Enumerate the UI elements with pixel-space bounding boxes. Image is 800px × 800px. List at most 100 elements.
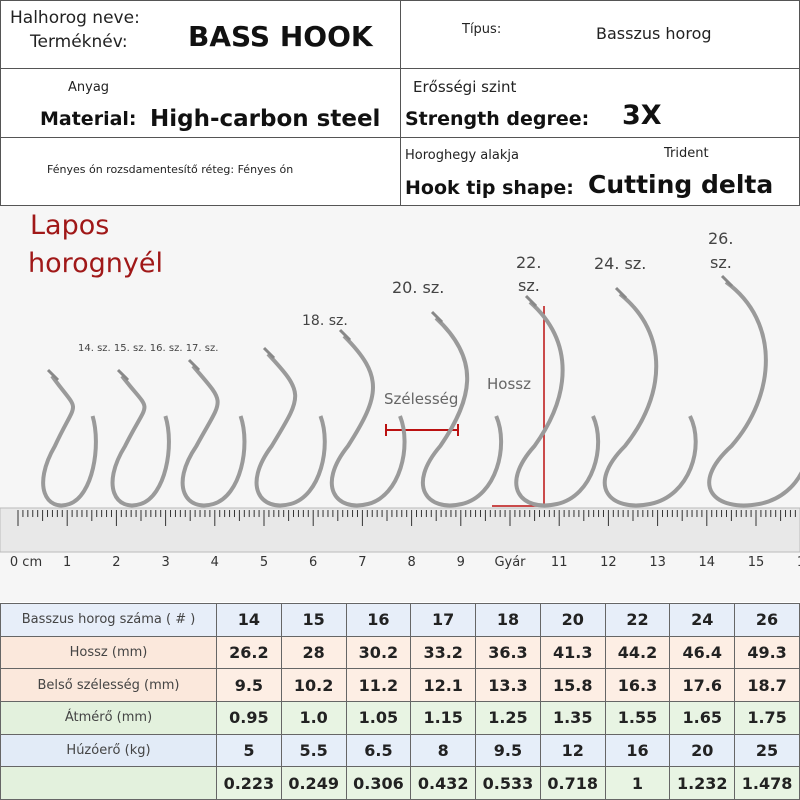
border <box>400 0 401 205</box>
table-cell: 41.3 <box>539 635 606 670</box>
row-label: Basszus horog száma ( # ) <box>0 603 217 637</box>
hook-eye <box>614 286 628 300</box>
label: Strength degree: <box>405 108 590 130</box>
label: Hossz <box>487 375 531 393</box>
hook <box>110 374 171 508</box>
label: Material: <box>40 108 137 130</box>
value: High-carbon steel <box>150 106 381 132</box>
table-cell: 20 <box>669 733 736 768</box>
ruler-label: 15 <box>748 555 765 570</box>
hook-eye <box>262 346 276 360</box>
table-cell: 1.25 <box>475 700 541 735</box>
hook <box>329 334 407 508</box>
row-label <box>0 766 217 800</box>
border <box>0 205 800 206</box>
table-cell: 9.5 <box>475 733 541 768</box>
table-cell: 15.8 <box>539 668 606 702</box>
value: 3X <box>622 100 662 131</box>
hook <box>420 316 504 508</box>
table-cell: 46.4 <box>669 635 736 670</box>
product-name: BASS HOOK <box>188 20 373 53</box>
table-cell: 0.533 <box>475 766 541 800</box>
table-cell: 1.478 <box>734 766 800 800</box>
ruler-label: 12 <box>600 555 617 570</box>
table-cell: 8 <box>410 733 477 768</box>
label: sz. <box>518 276 540 295</box>
hook-eye <box>524 294 538 308</box>
spec-table: Basszus horog száma ( # ) 14 15 16 17 18 20 22 2… <box>0 603 800 800</box>
ruler-label: 14 <box>699 555 716 570</box>
hook <box>514 300 601 508</box>
table-cell: 12 <box>539 733 606 768</box>
table-cell: 5 <box>216 733 282 768</box>
table-cell: 49.3 <box>734 635 800 670</box>
label: 14. sz. 15. sz. 16. sz. 17. sz. <box>78 343 219 354</box>
table-row: Húzóerő (kg) 5 5.5 6.5 8 9.5 12 16 20 25 <box>0 733 800 768</box>
label: 20. sz. <box>392 278 445 297</box>
ruler-label: Gyár <box>494 555 526 570</box>
hook <box>254 352 327 508</box>
table-cell: 25 <box>734 733 800 768</box>
table-cell: 36.3 <box>475 635 541 670</box>
label: 24. sz. <box>594 254 647 273</box>
table-cell: 0.306 <box>345 766 412 800</box>
hook-eye <box>187 358 201 372</box>
table-cell: 9.5 <box>216 668 282 702</box>
row-label: Húzóerő (kg) <box>0 733 217 768</box>
hook-eye <box>720 274 734 288</box>
table-cell: 5.5 <box>280 733 347 768</box>
text: Fényes ón rozsdamentesítő réteg: Fényes … <box>47 163 294 176</box>
label: horognyél <box>28 248 163 279</box>
table-cell: 16 <box>345 603 412 637</box>
label: Erősségi szint <box>413 78 517 96</box>
header-row: Basszus horog száma ( # ) 14 15 16 17 18 20 22 2… <box>0 603 800 637</box>
label: 22. <box>516 253 542 272</box>
border <box>0 0 1 205</box>
table-cell: 12.1 <box>410 668 477 702</box>
label: Hook tip shape: <box>405 177 574 199</box>
table-cell: 26 <box>734 603 800 637</box>
label: Típus: <box>462 22 502 37</box>
table-cell: 16.3 <box>604 668 671 702</box>
hook-image: 0 cm123456789Gyár111213141516 <box>0 206 800 602</box>
table-cell: 17.6 <box>669 668 736 702</box>
table-cell: 0.223 <box>216 766 282 800</box>
table-cell: 1.55 <box>604 700 671 735</box>
hook <box>41 374 98 508</box>
table-cell: 22 <box>604 603 671 637</box>
table-cell: 44.2 <box>604 635 671 670</box>
table-cell: 1.65 <box>669 700 736 735</box>
row-label: Hossz (mm) <box>0 635 217 670</box>
table-cell: 0.432 <box>410 766 477 800</box>
ruler-label: 9 <box>457 555 465 570</box>
table-cell: 15 <box>280 603 347 637</box>
label: Lapos <box>30 210 110 241</box>
label: Terméknév: <box>30 32 128 52</box>
ruler-label: 13 <box>649 555 666 570</box>
ruler-label: 11 <box>551 555 568 570</box>
ruler-label: 6 <box>309 555 317 570</box>
table-cell: 33.2 <box>410 635 477 670</box>
ruler-label: 5 <box>260 555 268 570</box>
table-cell: 14 <box>216 603 282 637</box>
label: Anyag <box>68 80 110 95</box>
table-cell: 17 <box>410 603 477 637</box>
ruler-label: 1 <box>63 555 71 570</box>
hook <box>602 292 698 508</box>
table-cell: 1.75 <box>734 700 800 735</box>
table-cell: 1.05 <box>345 700 412 735</box>
row-label: Belső szélesség (mm) <box>0 668 217 702</box>
value: Trident <box>664 146 709 161</box>
label: Halhorog neve: <box>10 8 140 28</box>
ruler-label: 2 <box>112 555 120 570</box>
label: 18. sz. <box>302 313 348 329</box>
row-label: Átmérő (mm) <box>0 700 217 735</box>
ruler-label: 3 <box>161 555 169 570</box>
table-cell: 20 <box>539 603 606 637</box>
table-cell: 28 <box>280 635 347 670</box>
label: sz. <box>710 253 732 272</box>
label: Szélesség <box>384 390 459 408</box>
table-cell: 30.2 <box>345 635 412 670</box>
ruler-label: 16 <box>797 555 800 570</box>
ruler-label: 8 <box>407 555 415 570</box>
